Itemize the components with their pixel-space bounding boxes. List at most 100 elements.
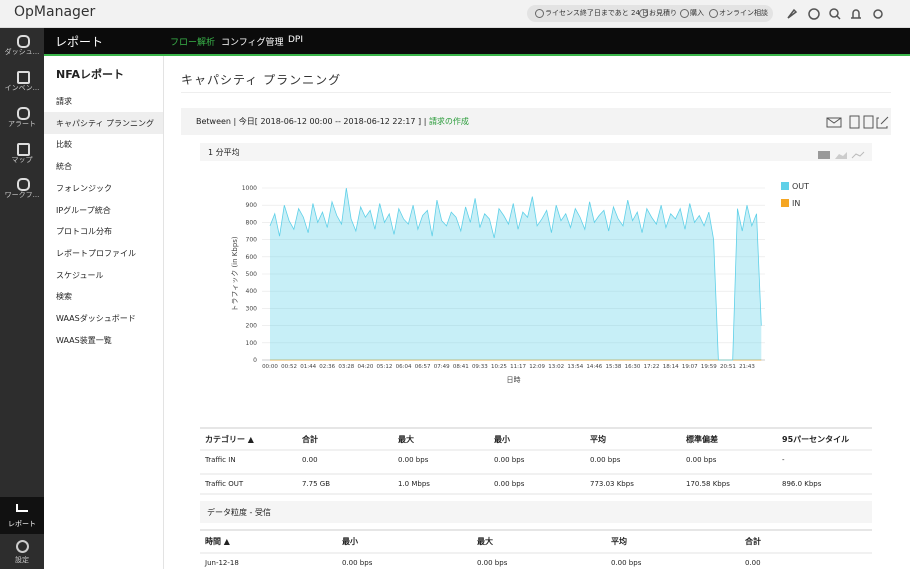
- sub-nav-item[interactable]: プロトコル分布: [56, 226, 112, 237]
- x-tick-label: 11:17: [510, 364, 526, 370]
- header-tab[interactable]: フロー解析: [170, 35, 215, 48]
- sub-nav-item[interactable]: 統合: [56, 161, 72, 172]
- sub-nav-item[interactable]: 請求: [56, 96, 72, 107]
- table-cell: Traffic IN: [205, 456, 236, 464]
- table-header: 合計: [745, 536, 761, 547]
- nav-item[interactable]: アラート: [0, 119, 44, 129]
- x-tick-label: 04:20: [357, 364, 373, 370]
- x-tick-label: 06:04: [396, 364, 412, 370]
- nav-item[interactable]: インベン...: [0, 83, 44, 93]
- x-tick-label: 03:28: [338, 364, 354, 370]
- x-tick-label: 00:52: [281, 364, 297, 370]
- sub-nav-item[interactable]: 比較: [56, 139, 72, 150]
- nav-icon: [16, 540, 29, 553]
- y-tick-label: 900: [246, 202, 258, 209]
- x-tick-label: 10:25: [491, 364, 507, 370]
- x-tick-label: 13:02: [548, 364, 564, 370]
- table-header: 標準偏差: [686, 434, 718, 445]
- x-tick-label: 00:00: [262, 364, 278, 370]
- table-cell: 0.00 bps: [494, 480, 524, 488]
- legend-swatch: [781, 182, 789, 190]
- legend-label: IN: [792, 199, 800, 208]
- table-cell: 170.58 Kbps: [686, 480, 730, 488]
- table-header: 合計: [302, 434, 318, 445]
- table-cell: Traffic OUT: [205, 480, 243, 488]
- sub-nav-item[interactable]: WAASダッシュボード: [56, 313, 136, 324]
- x-tick-label: 05:12: [377, 364, 393, 370]
- table-cell: 0.00 bps: [686, 456, 716, 464]
- pill-item[interactable]: ライセンス終了日まであと 24 日: [545, 8, 649, 18]
- x-tick-label: 06:57: [415, 364, 431, 370]
- header-tab[interactable]: コンフィグ管理: [221, 35, 284, 48]
- nav-item[interactable]: ワークフ...: [0, 190, 44, 200]
- y-tick-label: 300: [246, 305, 258, 312]
- pill-item[interactable]: お見積り: [649, 8, 677, 18]
- table-header: 時間 ▲: [205, 536, 230, 547]
- sub-nav-item[interactable]: フォレンジック: [56, 183, 112, 194]
- y-tick-label: 700: [246, 237, 258, 244]
- x-tick-label: 01:44: [300, 364, 316, 370]
- x-tick-label: 07:49: [434, 364, 450, 370]
- y-axis-label: トラフィック (in Kbps): [231, 236, 239, 312]
- nav-active[interactable]: レポート: [0, 519, 44, 529]
- pill-icon: [680, 9, 689, 18]
- table-header: 95パーセンタイル: [782, 434, 849, 445]
- x-tick-label: 20:51: [720, 364, 736, 370]
- table-header: カテゴリー ▲: [205, 434, 254, 445]
- x-tick-label: 13:54: [567, 364, 583, 370]
- header-tab[interactable]: DPI: [288, 35, 303, 45]
- table-cell: 0.00: [302, 456, 318, 464]
- sub-nav-item[interactable]: IPグループ統合: [56, 205, 111, 216]
- table-cell: -: [782, 456, 785, 464]
- y-tick-label: 400: [246, 288, 258, 295]
- table-header: 平均: [590, 434, 606, 445]
- legend-label: OUT: [792, 182, 809, 191]
- x-axis-label: 日時: [507, 376, 521, 384]
- sub-nav-item[interactable]: スケジュール: [56, 270, 103, 281]
- y-tick-label: 0: [253, 357, 257, 364]
- pill-icon: [639, 9, 648, 18]
- y-tick-label: 500: [246, 271, 258, 278]
- table-cell: 7.75 GB: [302, 480, 330, 488]
- nav-settings[interactable]: 設定: [0, 555, 44, 565]
- table-cell: 1.0 Mbps: [398, 480, 430, 488]
- x-tick-label: 21:43: [739, 364, 755, 370]
- nav-item[interactable]: ダッシュ...: [0, 47, 44, 57]
- nav-item[interactable]: マップ: [0, 155, 44, 165]
- sub-nav-item[interactable]: 検索: [56, 291, 72, 302]
- y-tick-label: 800: [246, 219, 258, 226]
- table-cell: 0.00 bps: [477, 559, 507, 567]
- x-tick-label: 16:30: [625, 364, 641, 370]
- x-tick-label: 12:09: [529, 364, 545, 370]
- table-header: 最小: [342, 536, 358, 547]
- sub-nav-item[interactable]: WAAS装置一覧: [56, 335, 112, 346]
- x-tick-label: 14:46: [586, 364, 602, 370]
- table-cell: 773.03 Kbps: [590, 480, 634, 488]
- nav-icon: [16, 504, 28, 512]
- pill-item[interactable]: 購入: [690, 8, 704, 18]
- pill-icon: [535, 9, 544, 18]
- table-header: 最大: [398, 434, 414, 445]
- x-tick-label: 02:36: [319, 364, 335, 370]
- pill-icon: [709, 9, 718, 18]
- x-tick-label: 15:38: [606, 364, 622, 370]
- sub-nav-item[interactable]: キャパシティ プランニング: [56, 118, 154, 129]
- table-cell: 0.00 bps: [590, 456, 620, 464]
- table-cell: 0.00 bps: [611, 559, 641, 567]
- y-tick-label: 1000: [242, 185, 257, 192]
- x-tick-label: 19:59: [701, 364, 717, 370]
- legend-swatch: [781, 199, 789, 207]
- pill-item[interactable]: オンライン相談: [719, 8, 768, 18]
- y-tick-label: 200: [246, 323, 258, 330]
- table-cell: Jun-12-18: [205, 559, 239, 567]
- sub-nav-item[interactable]: レポートプロファイル: [56, 248, 136, 259]
- x-tick-label: 18:14: [663, 364, 679, 370]
- x-tick-label: 17:22: [644, 364, 660, 370]
- y-tick-label: 100: [246, 340, 258, 347]
- table-cell: 0.00 bps: [398, 456, 428, 464]
- y-tick-label: 600: [246, 254, 258, 261]
- x-tick-label: 19:07: [682, 364, 698, 370]
- table-header: 最大: [477, 536, 493, 547]
